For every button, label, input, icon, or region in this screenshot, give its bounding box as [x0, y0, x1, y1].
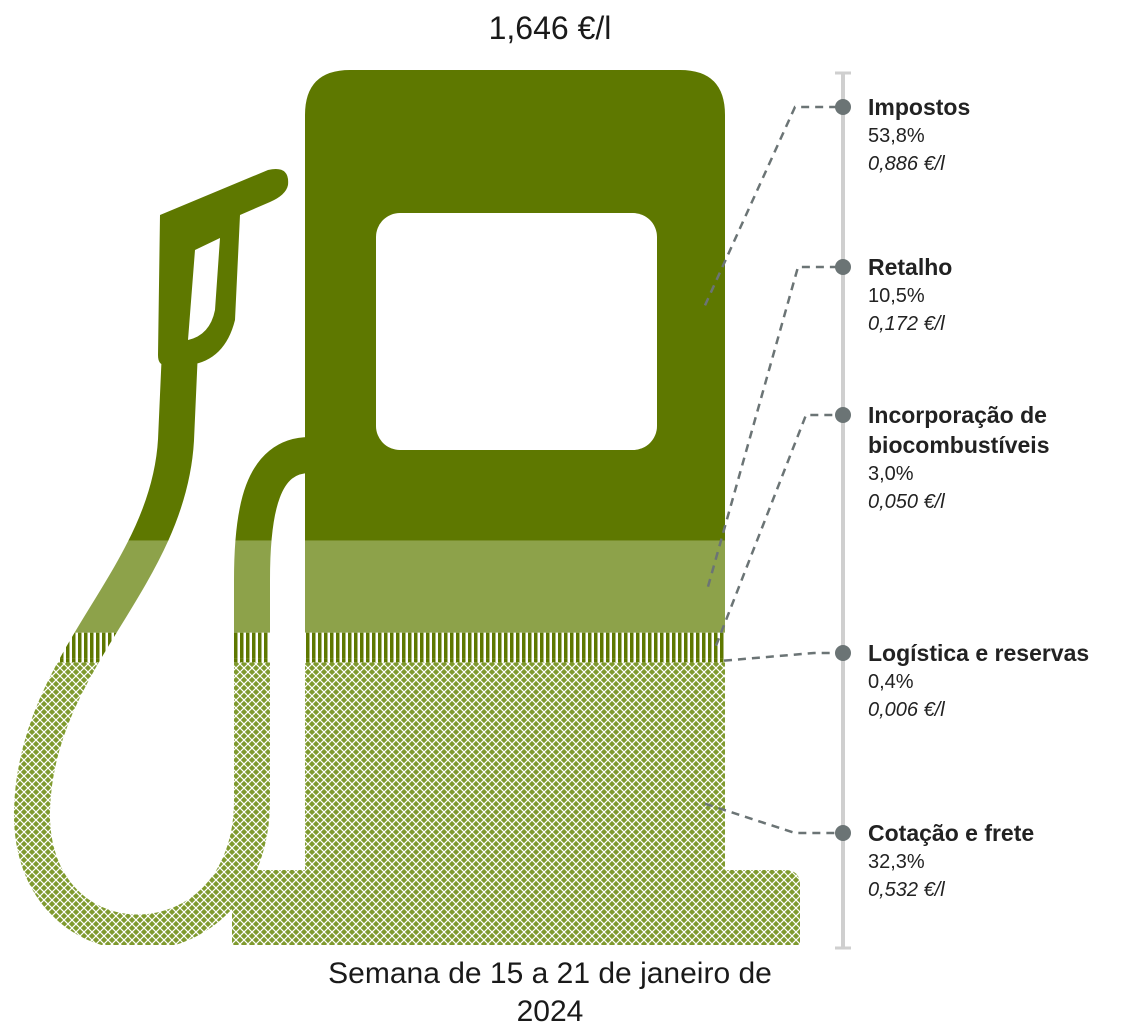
price-label: 0,006 €/l	[868, 696, 1143, 724]
price-label: 0,050 €/l	[868, 488, 1143, 516]
price-label: 0,172 €/l	[868, 310, 1143, 338]
layer	[0, 633, 830, 659]
share-label: 0,4%	[868, 668, 1143, 696]
legend-name: Cotação e frete	[868, 818, 1143, 848]
page: 1,646 €/l Semana de 15 a 21 de janeiro d…	[0, 0, 1145, 1031]
chart-title: 1,646 €/l	[0, 10, 1100, 47]
leader-dot	[835, 825, 851, 841]
legend-name: Retalho	[868, 252, 1143, 282]
price-label: 0,532 €/l	[868, 876, 1143, 904]
leader-dot	[835, 259, 851, 275]
layers	[0, 70, 830, 945]
leader-dot	[835, 99, 851, 115]
caption: Semana de 15 a 21 de janeiro de 2024	[300, 955, 800, 1031]
share-label: 3,0%	[868, 460, 1143, 488]
layer	[0, 541, 830, 633]
leader-dot	[835, 407, 851, 423]
layer	[0, 659, 830, 663]
price-label: 0,886 €/l	[868, 150, 1143, 178]
share-label: 32,3%	[868, 848, 1143, 876]
share-label: 53,8%	[868, 122, 1143, 150]
legend-name: Logística e reservas	[868, 638, 1143, 668]
legend-name: Impostos	[868, 92, 1143, 122]
legend-name: Incorporação de biocombustíveis	[868, 400, 1143, 460]
leader-dot	[835, 645, 851, 661]
share-label: 10,5%	[868, 282, 1143, 310]
